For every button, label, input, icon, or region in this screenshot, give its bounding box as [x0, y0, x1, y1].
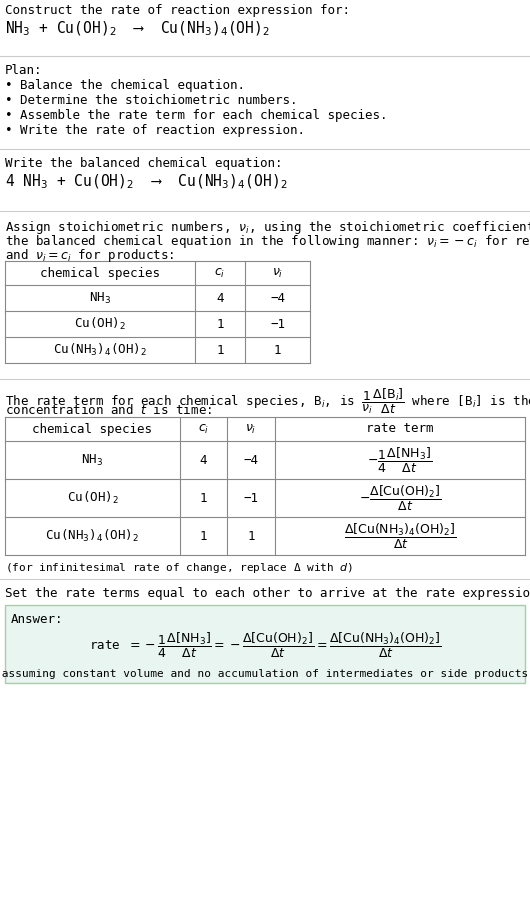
- Text: (for infinitesimal rate of change, replace Δ with $d$): (for infinitesimal rate of change, repla…: [5, 561, 354, 575]
- Text: and $\nu_i = c_i$ for products:: and $\nu_i = c_i$ for products:: [5, 247, 174, 264]
- Text: $\nu_i$: $\nu_i$: [245, 422, 257, 436]
- Text: Set the rate terms equal to each other to arrive at the rate expression:: Set the rate terms equal to each other t…: [5, 587, 530, 600]
- Text: (assuming constant volume and no accumulation of intermediates or side products): (assuming constant volume and no accumul…: [0, 669, 530, 679]
- Text: • Balance the chemical equation.: • Balance the chemical equation.: [5, 79, 245, 92]
- Text: 1: 1: [200, 491, 207, 504]
- Text: • Write the rate of reaction expression.: • Write the rate of reaction expression.: [5, 124, 305, 137]
- Text: 1: 1: [248, 530, 255, 542]
- Text: −1: −1: [270, 318, 285, 330]
- Text: • Determine the stoichiometric numbers.: • Determine the stoichiometric numbers.: [5, 94, 297, 107]
- Text: Answer:: Answer:: [11, 613, 64, 626]
- Text: concentration and $t$ is time:: concentration and $t$ is time:: [5, 403, 212, 417]
- Text: Construct the rate of reaction expression for:: Construct the rate of reaction expressio…: [5, 4, 350, 17]
- Bar: [5, 605, 525, 683]
- Text: Assign stoichiometric numbers, $\nu_i$, using the stoichiometric coefficients, $: Assign stoichiometric numbers, $\nu_i$, …: [5, 219, 530, 236]
- Text: NH$_3$: NH$_3$: [82, 452, 103, 468]
- Text: $c_i$: $c_i$: [198, 422, 209, 436]
- Text: Plan:: Plan:: [5, 64, 42, 77]
- Text: 4: 4: [200, 453, 207, 467]
- Text: −4: −4: [270, 291, 285, 305]
- Text: Cu(NH$_3$)$_4$(OH)$_2$: Cu(NH$_3$)$_4$(OH)$_2$: [53, 342, 147, 358]
- Text: Cu(OH)$_2$: Cu(OH)$_2$: [74, 316, 126, 332]
- Text: Cu(NH$_3$)$_4$(OH)$_2$: Cu(NH$_3$)$_4$(OH)$_2$: [46, 528, 139, 544]
- Text: rate term: rate term: [366, 422, 434, 436]
- Text: $\dfrac{\Delta[\mathrm{Cu(NH_3)_4(OH)_2}]}{\Delta t}$: $\dfrac{\Delta[\mathrm{Cu(NH_3)_4(OH)_2}…: [344, 521, 456, 551]
- Text: the balanced chemical equation in the following manner: $\nu_i = -c_i$ for react: the balanced chemical equation in the fo…: [5, 233, 530, 250]
- Text: • Assemble the rate term for each chemical species.: • Assemble the rate term for each chemic…: [5, 109, 387, 122]
- Text: rate $= -\dfrac{1}{4}\dfrac{\Delta[\mathrm{NH_3}]}{\Delta t} = -\dfrac{\Delta[\m: rate $= -\dfrac{1}{4}\dfrac{\Delta[\math…: [89, 631, 441, 660]
- Text: 4 NH$_3$ + Cu(OH)$_2$  ⟶  Cu(NH$_3$)$_4$(OH)$_2$: 4 NH$_3$ + Cu(OH)$_2$ ⟶ Cu(NH$_3$)$_4$(O…: [5, 173, 288, 191]
- Text: NH$_3$: NH$_3$: [89, 290, 111, 306]
- Text: 4: 4: [216, 291, 224, 305]
- Text: −1: −1: [243, 491, 259, 504]
- Text: chemical species: chemical species: [32, 422, 153, 436]
- Text: $-\dfrac{\Delta[\mathrm{Cu(OH)_2}]}{\Delta t}$: $-\dfrac{\Delta[\mathrm{Cu(OH)_2}]}{\Del…: [359, 483, 441, 512]
- Text: Cu(OH)$_2$: Cu(OH)$_2$: [67, 490, 118, 506]
- Text: −4: −4: [243, 453, 259, 467]
- Text: chemical species: chemical species: [40, 267, 160, 279]
- Text: Write the balanced chemical equation:: Write the balanced chemical equation:: [5, 157, 282, 170]
- Text: NH$_3$ + Cu(OH)$_2$  ⟶  Cu(NH$_3$)$_4$(OH)$_2$: NH$_3$ + Cu(OH)$_2$ ⟶ Cu(NH$_3$)$_4$(OH)…: [5, 20, 270, 38]
- Text: $-\dfrac{1}{4}\dfrac{\Delta[\mathrm{NH_3}]}{\Delta t}$: $-\dfrac{1}{4}\dfrac{\Delta[\mathrm{NH_3…: [367, 446, 432, 474]
- Text: $c_i$: $c_i$: [214, 267, 226, 279]
- Text: 1: 1: [274, 343, 281, 357]
- Text: 1: 1: [216, 318, 224, 330]
- Text: $\nu_i$: $\nu_i$: [272, 267, 283, 279]
- Text: 1: 1: [216, 343, 224, 357]
- Text: The rate term for each chemical species, B$_i$, is $\dfrac{1}{\nu_i}\dfrac{\Delt: The rate term for each chemical species,…: [5, 387, 530, 416]
- Text: 1: 1: [200, 530, 207, 542]
